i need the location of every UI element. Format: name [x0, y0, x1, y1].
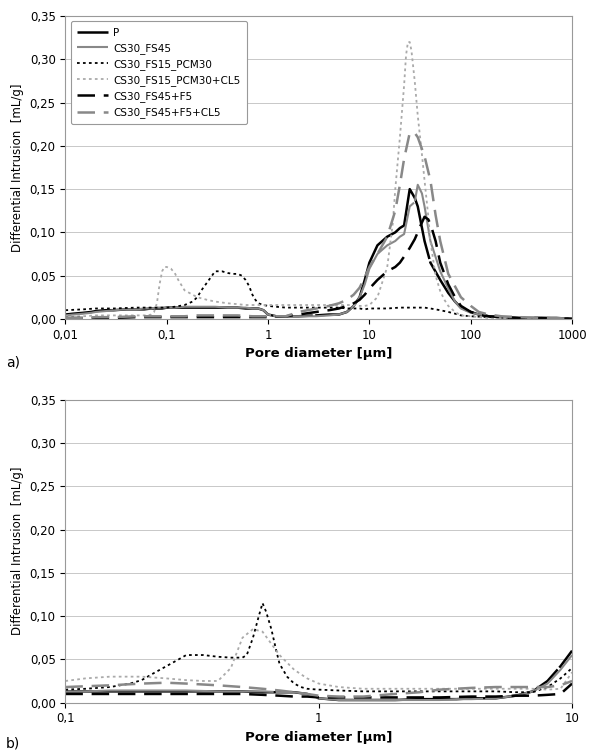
Legend: P, CS30_FS45, CS30_FS15_PCM30, CS30_FS15_PCM30+CL5, CS30_FS45+F5, CS30_FS45+F5+C: P, CS30_FS45, CS30_FS15_PCM30, CS30_FS15… — [71, 21, 247, 125]
X-axis label: Pore diameter [µm]: Pore diameter [µm] — [245, 731, 392, 744]
Text: b): b) — [6, 736, 20, 750]
Y-axis label: Differential Intrusion  [mL/g]: Differential Intrusion [mL/g] — [11, 83, 24, 251]
Y-axis label: Differential Intrusion  [mL/g]: Differential Intrusion [mL/g] — [11, 467, 24, 636]
X-axis label: Pore diameter [µm]: Pore diameter [µm] — [245, 347, 392, 360]
Text: a): a) — [6, 355, 20, 369]
